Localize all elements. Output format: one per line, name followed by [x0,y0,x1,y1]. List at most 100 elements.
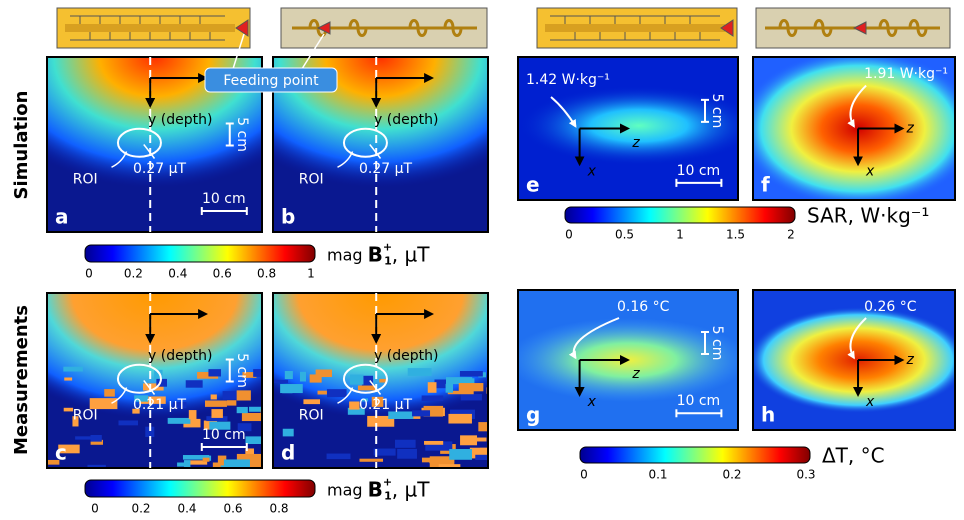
colorbar-tick: 0.1 [648,468,667,482]
noise [236,390,251,401]
panel-letter: b [281,205,295,229]
noise [182,455,210,460]
pointer [568,317,620,360]
colorbar-tick: 0.6 [213,267,232,281]
noise [476,437,487,442]
noise [212,462,230,467]
value-label: 0.16 °C [617,299,670,315]
value-label: 0.21 µT [359,397,413,413]
colorbar-label: ΔT, °C [822,444,885,468]
noise [478,422,488,432]
noise [309,374,322,383]
noise [379,378,387,383]
label-prefix: mag [327,245,368,264]
value-label: 0.21 µT [133,397,187,413]
panel-frame [752,56,956,201]
noise [185,380,203,388]
colorbar-tick: 0.6 [223,502,242,516]
noise [118,420,139,426]
panel-frame [46,292,263,469]
noise [63,407,74,412]
noise [226,400,237,406]
colorbar-tick: 1 [676,228,684,242]
noise [359,458,384,462]
heatmap [753,57,955,200]
heatmap [753,290,955,430]
noise [357,385,377,391]
noise [394,439,416,448]
colorbar-tick: 2 [787,228,795,242]
scale-bar [701,98,709,123]
roi [342,363,388,394]
scale-label: 10 cm [202,427,246,443]
noise [429,458,455,464]
scale-bar [200,207,248,215]
noise [412,410,431,417]
noise [206,416,228,422]
colorbar-tick: 0.5 [615,228,634,242]
noise [253,369,262,377]
noise [347,407,365,415]
noise [217,455,227,466]
panel-frame [517,289,739,431]
feeding-callout: Feeding point [204,33,338,93]
colorbar-gradient [84,479,316,498]
scale-bar [200,443,248,451]
colorbar-tick: 1.5 [726,228,745,242]
depth-label: y (depth) [374,112,438,128]
noise [361,398,368,402]
colorbar-tick: 0 [91,502,99,516]
noise [273,379,289,384]
noise [143,383,164,391]
noise [205,400,227,407]
value-label: 1.91 W·kg⁻¹ [864,66,948,82]
noise [188,410,197,420]
noise [87,464,106,468]
noise [173,402,187,409]
row-label: Simulation [11,91,32,200]
noise [486,387,488,394]
noise [245,436,262,445]
value-label: 0.26 °C [864,299,917,315]
noise [249,406,262,412]
label-unit: , µT [392,242,430,266]
depth-label: y (depth) [148,112,212,128]
noise [208,369,222,377]
panel-letter: g [526,403,540,427]
panel: y (depth) ROI 0.21 µT 5 cm 10 cm c [46,292,263,469]
noise [434,379,448,389]
noise [459,371,483,377]
noise [223,459,250,468]
pointer [111,144,156,168]
scale-bar [225,122,234,147]
noise [189,460,208,465]
noise [139,396,166,404]
axis-label: x [587,394,597,410]
label-unit: , µT [392,477,430,501]
label-symbol: B [368,242,383,266]
antenna-icons [56,7,951,49]
noise [90,435,102,442]
label-superscript: + [383,241,392,254]
colorbar-label: SAR, W·kg⁻¹ [807,204,929,228]
panel-frame [272,292,489,469]
colorbar-gradient [564,206,796,224]
scale-label: 10 cm [202,191,246,207]
colorbar-label: mag B+ 1, µT [327,476,430,503]
scale-bar [225,358,234,383]
noise [349,374,364,385]
panel: z x 1.42 W·kg⁻¹ 5 cm 10 cm e [517,56,739,201]
noise [349,401,360,410]
panel-letter: h [761,403,775,427]
noise [282,428,294,437]
colorbar-tick: 0 [85,267,93,281]
noise [458,383,484,392]
noise [388,411,414,419]
colorbar-tick: 0.2 [124,267,143,281]
noise [448,413,472,424]
panel-letter: e [526,173,540,197]
noise [438,464,461,468]
noise [75,436,101,440]
colorbar: 0 0.1 0.2 0.3 ΔT, °C [579,444,885,482]
